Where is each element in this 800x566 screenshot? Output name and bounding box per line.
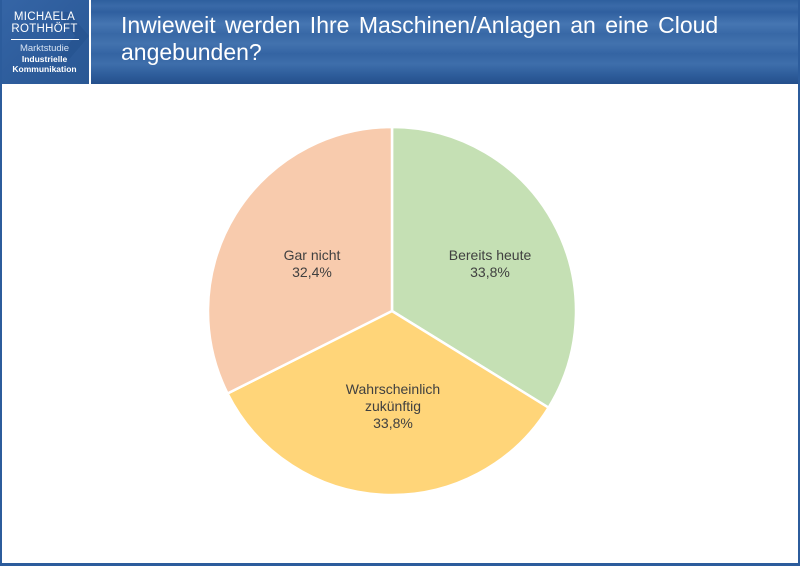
logo-name-line1: MICHAELA	[13, 11, 76, 23]
label-gar-nicht: Gar nicht 32,4%	[284, 247, 341, 281]
slice-gar-nicht	[206, 125, 394, 395]
label-bereits-heute-value: 33,8%	[470, 264, 510, 280]
label-bereits-heute-name: Bereits heute	[448, 247, 532, 263]
pie-slices	[206, 125, 578, 497]
logo-name-line2: ROTHHÖFT	[11, 23, 78, 35]
slice-bereits-heute	[390, 125, 578, 409]
label-gar-nicht-value: 32,4%	[292, 264, 332, 280]
label-wahrscheinlich-value: 33,8%	[373, 415, 413, 431]
slide-title: Inwieweit werden Ihre Maschinen/Anlagen …	[121, 12, 719, 65]
logo-subtitle: Marktstudie	[19, 43, 70, 54]
label-wahrscheinlich-zukuenftig: Wahrscheinlich zukünftig 33,8%	[346, 381, 440, 432]
logo-divider	[10, 39, 79, 40]
label-bereits-heute: Bereits heute 33,8%	[449, 247, 532, 281]
company-logo: MICHAELA ROTHHÖFT Marktstudie Industriel…	[0, 0, 91, 84]
slice-wahrscheinlich-zukuenftig	[226, 309, 550, 497]
label-wahrscheinlich-name-2: zukünftig	[364, 398, 422, 414]
label-gar-nicht-name: Gar nicht	[283, 247, 341, 263]
logo-subtitle-bold-1: Industrielle	[21, 54, 68, 64]
label-wahrscheinlich-name-1: Wahrscheinlich	[345, 381, 441, 397]
logo-subtitle-bold-2: Kommunikation	[12, 64, 77, 74]
title-banner: MICHAELA ROTHHÖFT Marktstudie Industriel…	[0, 0, 800, 84]
